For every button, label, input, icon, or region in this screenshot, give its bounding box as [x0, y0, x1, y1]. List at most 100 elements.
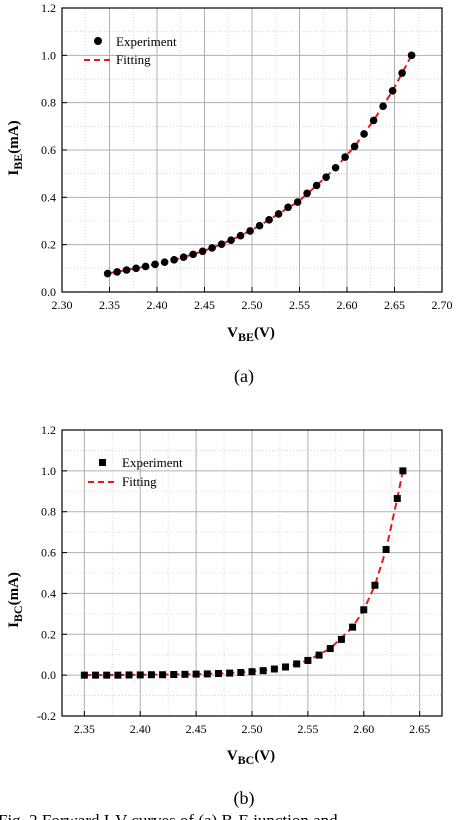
experiment-point: [399, 467, 407, 475]
experiment-point: [103, 269, 112, 278]
y-tick-label: 0.0: [41, 285, 56, 299]
experiment-point: [284, 203, 292, 212]
panel-b-x-tick-labels: 2.35 2.40 2.45 2.50 2.55 2.60 2.65: [74, 722, 430, 736]
y-tick-label: 0.8: [41, 505, 56, 519]
y-tick-label: 1.2: [41, 1, 56, 15]
experiment-point: [147, 671, 155, 679]
y-tick-label: 0.4: [41, 190, 56, 204]
experiment-point: [103, 671, 111, 679]
experiment-point: [170, 256, 178, 264]
experiment-point: [379, 102, 387, 111]
x-tick-label: 2.60: [337, 298, 358, 312]
experiment-point: [259, 667, 267, 675]
experiment-point: [407, 51, 416, 60]
panel-a-fitting-line: [107, 54, 413, 275]
figure-caption: Fig. 2 Forward I-V curves of (a) B-E jun…: [0, 811, 338, 820]
x-tick-label: 2.60: [353, 722, 374, 736]
experiment-point: [80, 671, 88, 679]
x-tick-label: 2.40: [130, 722, 151, 736]
y-tick-label: 0.2: [41, 238, 56, 252]
experiment-point: [217, 240, 226, 248]
experiment-point: [181, 670, 189, 678]
x-tick-label: 2.65: [409, 722, 430, 736]
panel-a-x-axis-unit: (V): [254, 325, 275, 341]
experiment-point: [159, 671, 167, 679]
y-tick-label: 1.0: [41, 464, 56, 478]
panel-a-y-axis-unit: (mA): [6, 120, 22, 153]
experiment-point: [141, 262, 150, 271]
experiment-point: [270, 665, 278, 673]
experiment-point: [114, 671, 122, 679]
panel-b-y-axis-unit: (mA): [6, 572, 22, 605]
panel-b-x-axis-sub: BC: [238, 753, 255, 767]
fitting-curve: [107, 54, 413, 275]
panel-a-legend-fitting: Fitting: [116, 52, 151, 67]
experiment-point: [331, 163, 340, 172]
panel-b-legend-fitting: Fitting: [122, 474, 157, 489]
panel-b-experiment-points: [80, 467, 407, 679]
experiment-point: [170, 671, 178, 679]
experiment-point: [293, 660, 301, 668]
panel-b-legend: Experiment Fitting: [88, 455, 183, 489]
x-tick-label: 2.50: [242, 298, 263, 312]
experiment-point: [341, 153, 349, 161]
panel-a-legend: Experiment Fitting: [84, 34, 177, 67]
experiment-point: [208, 244, 216, 252]
experiment-point: [227, 236, 235, 244]
experiment-point: [246, 227, 254, 235]
y-tick-label: 1.2: [41, 423, 56, 437]
experiment-point: [136, 671, 144, 679]
experiment-point: [122, 266, 131, 274]
panel-a-y-axis-sub: BE: [11, 154, 25, 170]
y-tick-label: 0.6: [41, 546, 56, 560]
x-tick-label: 2.35: [74, 722, 95, 736]
panel-a-experiment-points: [103, 51, 416, 278]
x-tick-label: 2.30: [52, 298, 73, 312]
panel-b-x-axis-main: V: [227, 748, 238, 764]
experiment-point: [125, 671, 133, 679]
panel-b-y-axis-sub: BC: [11, 605, 25, 622]
y-tick-label: -0.2: [37, 709, 56, 723]
experiment-point: [326, 645, 334, 653]
experiment-point: [322, 173, 330, 182]
y-tick-label: 1.0: [41, 48, 56, 62]
experiment-point: [382, 546, 390, 554]
panel-a-x-axis-title: VBE(V): [227, 325, 275, 344]
experiment-point: [315, 651, 323, 659]
x-tick-label: 2.45: [194, 298, 215, 312]
experiment-point: [398, 69, 406, 77]
panel-a-x-tick-labels: 2.30 2.35 2.40 2.45 2.50 2.55 2.60 2.65 2.70: [52, 298, 453, 312]
panel-b-x-axis-title: VBC(V): [227, 748, 275, 767]
panel-a-chart: 2.30 2.35 2.40 2.45 2.50 2.55 2.60 2.65 2.70 0.0…: [6, 1, 453, 387]
panel-a-x-axis-main: V: [227, 325, 238, 341]
panel-a-y-tick-labels: 0.0 0.2 0.4 0.6 0.8 1.0 1.2: [41, 1, 56, 299]
experiment-point: [312, 181, 321, 190]
experiment-point: [265, 216, 273, 224]
panel-b-y-axis-main: I: [6, 622, 22, 628]
experiment-point: [214, 670, 222, 678]
x-tick-label: 2.55: [297, 722, 318, 736]
experiment-point: [237, 668, 245, 676]
y-tick-label: 0.8: [41, 96, 56, 110]
panel-a-y-axis-title: IBE(mA): [6, 120, 25, 175]
experiment-point: [388, 87, 397, 95]
panel-b-y-tick-labels: -0.2 0.0 0.2 0.4 0.6 0.8 1.0 1.2: [37, 423, 56, 723]
experiment-point: [293, 198, 302, 206]
panel-b-x-axis-unit: (V): [254, 748, 275, 764]
experiment-point: [160, 258, 169, 266]
experiment-point: [303, 189, 311, 198]
x-tick-label: 2.50: [242, 722, 263, 736]
panel-b-ticks: [62, 429, 421, 717]
x-tick-label: 2.35: [99, 298, 120, 312]
experiment-point: [113, 268, 121, 276]
experiment-point: [255, 221, 264, 230]
experiment-point: [371, 581, 379, 589]
panel-a-legend-experiment: Experiment: [116, 34, 177, 49]
panel-b-chart: 2.35 2.40 2.45 2.50 2.55 2.60 2.65 -0.2 0.0 0.2 0…: [6, 423, 443, 809]
panel-a-x-axis-sub: BE: [238, 330, 254, 344]
experiment-point: [132, 264, 140, 273]
experiment-point: [369, 116, 378, 125]
x-tick-label: 2.45: [186, 722, 207, 736]
experiment-point: [350, 142, 359, 151]
experiment-point: [393, 494, 401, 502]
